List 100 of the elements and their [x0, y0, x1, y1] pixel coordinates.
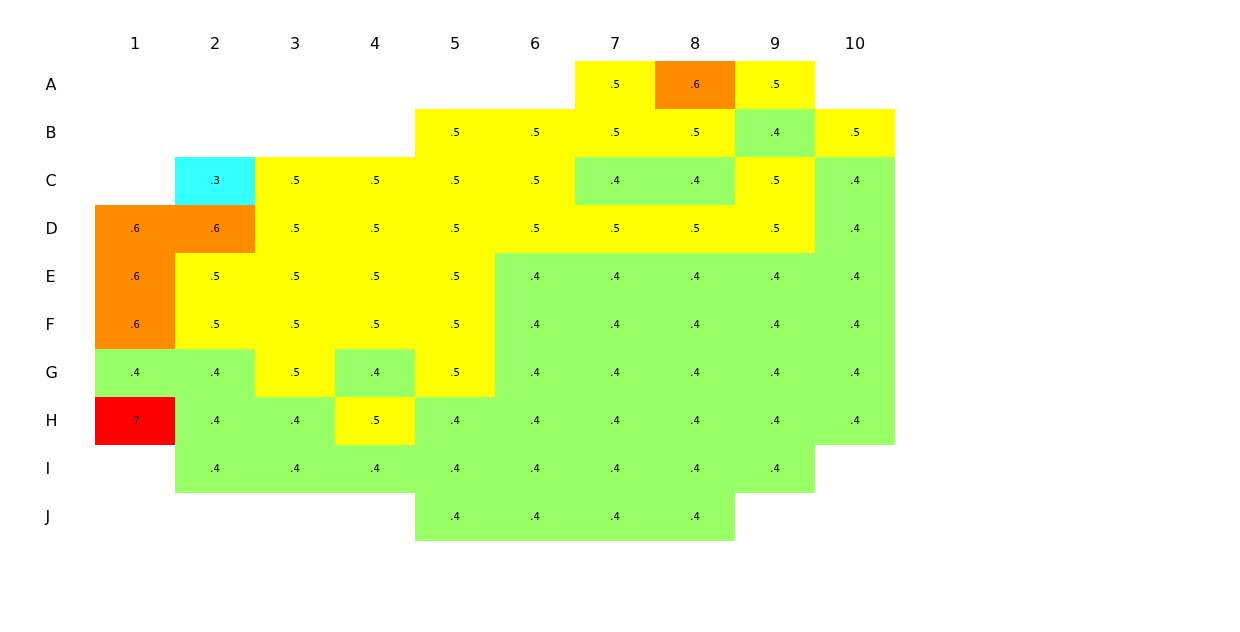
data-label: .5 — [290, 271, 300, 282]
data-label: .5 — [450, 127, 460, 138]
data-label: .5 — [450, 271, 460, 282]
data-label: .4 — [530, 319, 540, 330]
data-label: .5 — [210, 271, 220, 282]
y-tick-label: F — [45, 315, 55, 334]
data-label: .4 — [530, 463, 540, 474]
data-label: .4 — [130, 367, 140, 378]
data-label: .5 — [210, 319, 220, 330]
data-label: .4 — [290, 415, 300, 426]
data-label: .4 — [770, 415, 780, 426]
data-label: .4 — [370, 367, 380, 378]
x-tick-label: 2 — [209, 33, 221, 53]
data-label: .4 — [290, 463, 300, 474]
data-label: .4 — [210, 415, 220, 426]
data-label: .5 — [850, 127, 860, 138]
data-label: .5 — [610, 223, 620, 234]
data-label: .5 — [770, 79, 780, 90]
data-label: .4 — [370, 463, 380, 474]
data-label: .6 — [130, 271, 140, 282]
data-label: .4 — [850, 367, 860, 378]
data-label: .5 — [370, 175, 380, 186]
data-label: .5 — [450, 223, 460, 234]
data-label: .4 — [690, 319, 700, 330]
data-label: .4 — [610, 319, 620, 330]
data-label: .5 — [450, 367, 460, 378]
x-tick-label: 3 — [289, 33, 301, 53]
data-label: .4 — [450, 463, 460, 474]
x-tick-label: 1 — [129, 33, 141, 53]
data-label: .5 — [690, 127, 700, 138]
data-label: .4 — [610, 175, 620, 186]
y-tick-label: I — [45, 459, 51, 478]
data-label: .4 — [850, 223, 860, 234]
data-label: .4 — [690, 271, 700, 282]
data-label: .5 — [610, 79, 620, 90]
y-tick-label: C — [45, 171, 57, 190]
x-tick-label: 8 — [689, 33, 701, 53]
data-label: .5 — [370, 271, 380, 282]
x-tick-label: 5 — [449, 33, 461, 53]
data-label: .4 — [450, 415, 460, 426]
data-label: .4 — [530, 415, 540, 426]
data-label: .4 — [770, 319, 780, 330]
data-label: .4 — [690, 367, 700, 378]
data-label: .4 — [610, 415, 620, 426]
x-tick-label: 10 — [844, 33, 866, 53]
data-label: .4 — [850, 271, 860, 282]
data-label: .7 — [130, 415, 140, 426]
data-label: .5 — [450, 175, 460, 186]
data-label: .6 — [130, 223, 140, 234]
data-label: .4 — [770, 127, 780, 138]
data-label: .5 — [530, 127, 540, 138]
data-label: .6 — [210, 223, 220, 234]
data-label: .4 — [770, 463, 780, 474]
data-label: .5 — [770, 175, 780, 186]
x-tick-label: 7 — [609, 33, 621, 53]
data-label: .4 — [690, 511, 700, 522]
data-label: .4 — [530, 511, 540, 522]
data-label: .5 — [290, 175, 300, 186]
data-label: .5 — [290, 367, 300, 378]
data-label: .4 — [690, 175, 700, 186]
data-label: .4 — [530, 271, 540, 282]
data-label: .4 — [530, 367, 540, 378]
data-label: .4 — [850, 175, 860, 186]
data-label: .4 — [850, 415, 860, 426]
data-label: .4 — [210, 463, 220, 474]
data-label: .4 — [610, 367, 620, 378]
data-label: .4 — [610, 511, 620, 522]
data-label: .5 — [370, 319, 380, 330]
y-tick-label: D — [45, 219, 58, 238]
data-label: .4 — [770, 367, 780, 378]
y-tick-label: E — [45, 267, 56, 286]
y-tick-label: H — [45, 411, 58, 430]
data-label: .4 — [610, 271, 620, 282]
x-tick-label: 6 — [529, 33, 541, 53]
data-label: .5 — [530, 223, 540, 234]
data-label: .5 — [610, 127, 620, 138]
y-tick-label: G — [45, 363, 58, 382]
data-label: .5 — [290, 319, 300, 330]
data-label: .6 — [130, 319, 140, 330]
data-label: .4 — [450, 511, 460, 522]
data-label: .4 — [770, 271, 780, 282]
data-label: .6 — [690, 79, 700, 90]
data-label: .5 — [370, 415, 380, 426]
y-tick-label: J — [44, 507, 51, 526]
data-label: .4 — [850, 319, 860, 330]
data-label: .5 — [370, 223, 380, 234]
data-label: .4 — [690, 463, 700, 474]
x-tick-label: 4 — [369, 33, 381, 53]
y-tick-label: B — [45, 123, 57, 142]
data-label: .5 — [290, 223, 300, 234]
x-tick-label: 9 — [769, 33, 781, 53]
y-tick-label: A — [45, 75, 57, 94]
data-label: .5 — [770, 223, 780, 234]
data-label: .3 — [210, 175, 220, 186]
data-label: .4 — [210, 367, 220, 378]
data-label: .5 — [450, 319, 460, 330]
data-label: .4 — [690, 415, 700, 426]
data-label: .5 — [530, 175, 540, 186]
data-label: .4 — [610, 463, 620, 474]
data-label: .5 — [690, 223, 700, 234]
